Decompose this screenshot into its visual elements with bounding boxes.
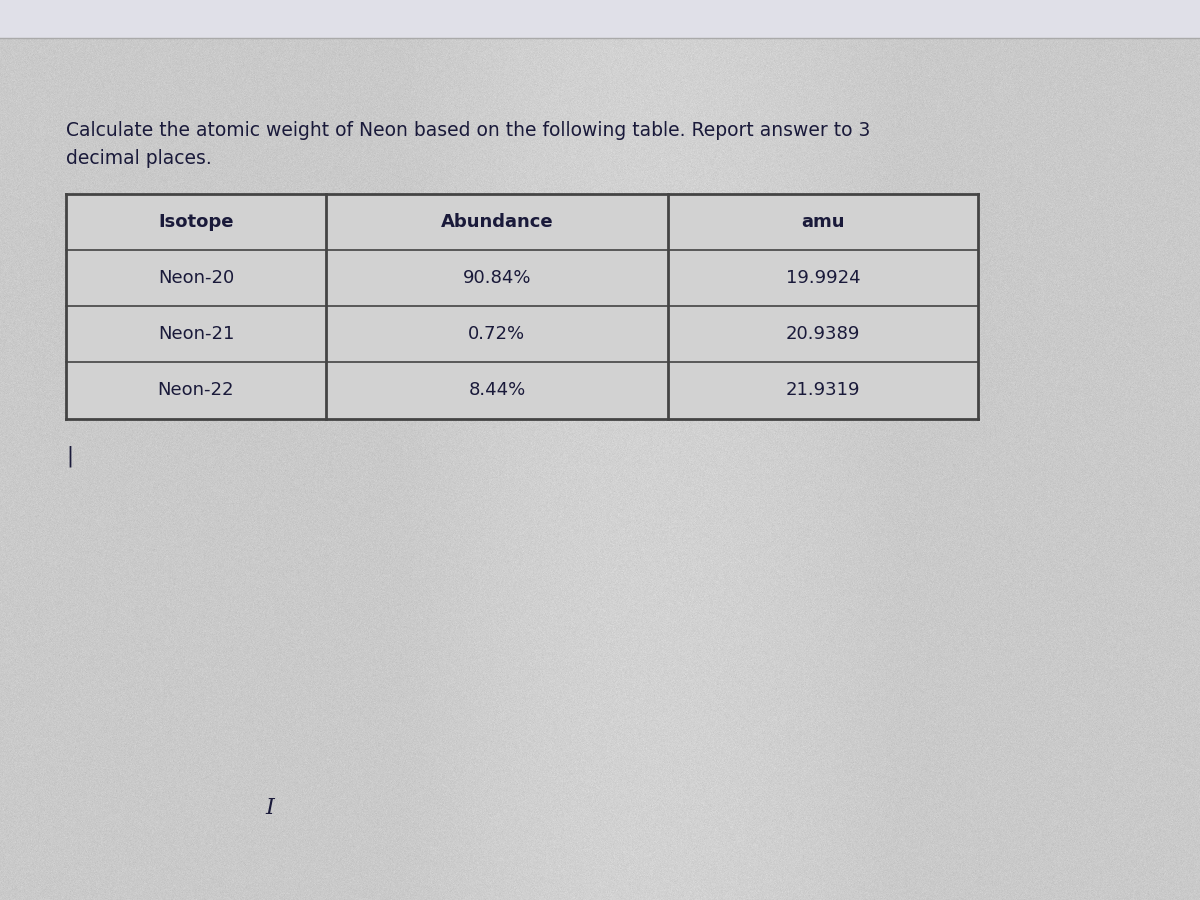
Bar <box>66 194 978 418</box>
Text: 0.72%: 0.72% <box>468 325 526 343</box>
Text: Abundance: Abundance <box>440 212 553 230</box>
Text: amu: amu <box>802 212 845 230</box>
Bar <box>0 0 1200 38</box>
Text: 19.9924: 19.9924 <box>786 269 860 287</box>
Text: Neon-20: Neon-20 <box>158 269 234 287</box>
Text: Isotope: Isotope <box>158 212 234 230</box>
Text: I: I <box>265 796 275 818</box>
Text: 8.44%: 8.44% <box>468 382 526 400</box>
Text: Calculate the atomic weight of Neon based on the following table. Report answer : Calculate the atomic weight of Neon base… <box>66 122 870 140</box>
Text: decimal places.: decimal places. <box>66 148 211 167</box>
Text: 90.84%: 90.84% <box>463 269 532 287</box>
Text: 21.9319: 21.9319 <box>786 382 860 400</box>
Text: Neon-21: Neon-21 <box>157 325 234 343</box>
Text: 20.9389: 20.9389 <box>786 325 860 343</box>
Text: |: | <box>66 446 73 467</box>
Text: Neon-22: Neon-22 <box>157 382 234 400</box>
